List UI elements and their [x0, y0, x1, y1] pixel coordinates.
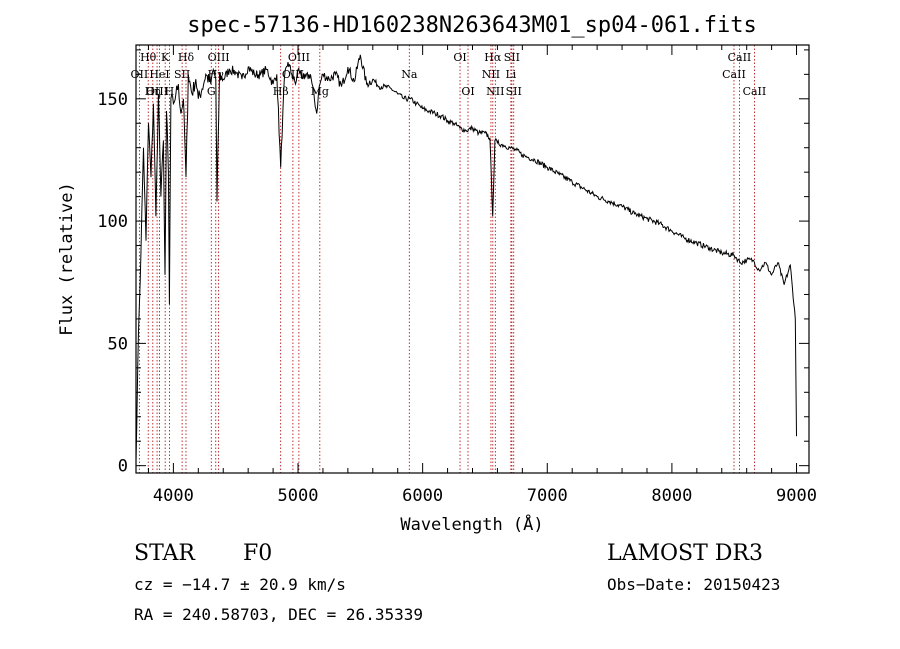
line-marker-label: Mg	[311, 85, 329, 98]
chart-title: spec-57136-HD160238N263643M01_sp04-061.f…	[187, 13, 757, 38]
line-marker-label: SII	[504, 51, 520, 64]
y-axis: 0 50 100 150	[97, 49, 809, 477]
line-marker-label: CaII	[728, 51, 752, 64]
line-marker-label: K	[161, 51, 170, 64]
line-marker-label: CaII	[743, 85, 767, 98]
line-marker-label: Hη	[145, 85, 161, 98]
observation-date: Obs−Date: 20150423	[607, 575, 780, 594]
line-marker-label: Hδ	[178, 51, 195, 64]
y-tick-label: 50	[108, 334, 128, 354]
line-marker-label: HeI	[149, 68, 169, 81]
line-marker-label: OIII	[146, 85, 168, 98]
line-marker-label: Na	[401, 68, 418, 81]
line-marker-label: OI	[453, 51, 466, 64]
line-marker-label: OIII	[282, 68, 304, 81]
line-marker-label: Hα	[484, 51, 502, 64]
redshift-cz: cz = −14.7 ± 20.9 km/s	[134, 575, 346, 594]
y-tick-label: 100	[97, 212, 128, 232]
x-tick-label: 6000	[402, 486, 443, 506]
y-tick-label: 150	[97, 90, 128, 110]
y-tick-label: 0	[118, 457, 128, 477]
line-marker-label: Hθ	[140, 51, 157, 64]
coordinates: RA = 240.58703, DEC = 26.35339	[134, 605, 423, 624]
line-marker-label: OI	[461, 85, 474, 98]
x-axis: 4000 5000 6000 7000 8000 9000	[147, 45, 817, 506]
object-class: STAR	[134, 541, 196, 566]
line-marker-label: Hβ	[273, 85, 289, 98]
line-marker-label: OIII	[208, 51, 230, 64]
line-marker-label: G	[207, 85, 216, 98]
line-marker-label: Li	[505, 68, 516, 81]
line-marker-label: H	[165, 85, 175, 98]
plot-frame	[135, 44, 810, 474]
line-marker-label: NII	[482, 68, 500, 81]
line-marker-label: OIII	[288, 51, 310, 64]
x-tick-label: 4000	[153, 486, 194, 506]
y-axis-label: Flux (relative)	[57, 182, 77, 336]
line-marker-label: CaII	[722, 68, 746, 81]
line-marker-label: SII	[506, 85, 522, 98]
survey-name: LAMOST DR3	[607, 541, 763, 566]
x-axis-label: Wavelength (Å)	[400, 513, 543, 535]
spectrum-series-line	[135, 54, 797, 461]
object-subclass: F0	[243, 541, 272, 566]
x-tick-label: 7000	[527, 486, 568, 506]
x-tick-label: 8000	[651, 486, 692, 506]
x-tick-label: 5000	[278, 486, 319, 506]
line-marker-label: NII	[486, 85, 504, 98]
x-tick-label: 9000	[776, 486, 817, 506]
